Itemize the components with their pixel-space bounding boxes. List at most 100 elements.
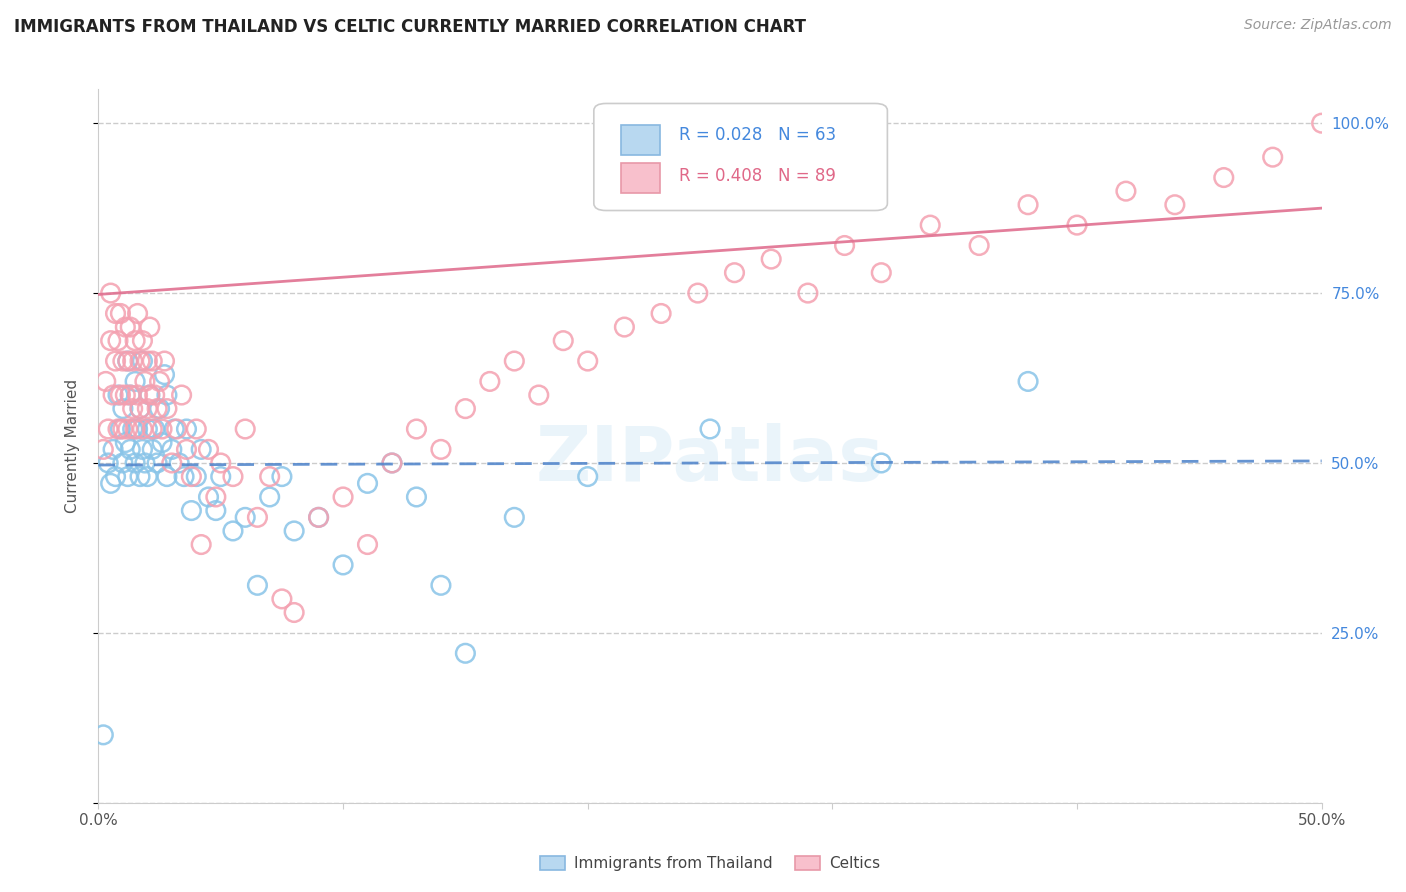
Point — [100, 286, 122, 301]
Point — [141, 422, 163, 436]
Point — [141, 354, 163, 368]
Point — [197, 490, 219, 504]
Text: Source: ZipAtlas.com: Source: ZipAtlas.com — [1244, 18, 1392, 32]
Point — [283, 606, 305, 620]
Point — [107, 388, 129, 402]
Point — [576, 354, 599, 368]
Point — [205, 490, 228, 504]
Point — [117, 469, 139, 483]
Point — [117, 354, 139, 368]
Point — [107, 334, 129, 348]
Point — [967, 238, 990, 252]
Point — [127, 306, 149, 320]
Point — [114, 320, 136, 334]
Point — [920, 218, 942, 232]
Point — [94, 375, 117, 389]
Point — [381, 456, 404, 470]
Point — [650, 306, 672, 320]
Point — [170, 388, 193, 402]
Point — [186, 422, 208, 436]
Point — [356, 476, 378, 491]
Point — [141, 442, 163, 457]
Point — [699, 422, 721, 436]
Point — [139, 320, 162, 334]
Point — [150, 422, 173, 436]
Point — [576, 469, 599, 483]
Point — [270, 591, 294, 606]
Point — [283, 524, 305, 538]
Point — [1017, 375, 1039, 389]
Point — [1115, 184, 1137, 198]
Point — [97, 422, 120, 436]
Point — [1261, 150, 1284, 164]
Point — [381, 456, 404, 470]
Point — [163, 422, 186, 436]
Point — [173, 469, 195, 483]
Text: ZIPatlas: ZIPatlas — [536, 424, 884, 497]
Point — [124, 375, 146, 389]
Point — [153, 368, 176, 382]
Point — [308, 510, 330, 524]
Point — [160, 442, 183, 457]
Point — [246, 510, 269, 524]
Point — [153, 354, 176, 368]
Point — [1017, 198, 1039, 212]
Point — [259, 469, 281, 483]
Point — [1066, 218, 1088, 232]
Point — [356, 537, 378, 551]
Point — [553, 334, 575, 348]
Point — [111, 354, 134, 368]
Point — [259, 490, 281, 504]
Point — [97, 456, 120, 470]
Point — [503, 510, 526, 524]
Point — [120, 442, 142, 457]
Point — [124, 334, 146, 348]
Point — [143, 388, 166, 402]
Point — [160, 456, 183, 470]
Point — [110, 422, 132, 436]
Point — [121, 422, 143, 436]
Point — [527, 388, 550, 402]
Point — [111, 401, 134, 416]
Point — [117, 354, 139, 368]
Point — [176, 422, 198, 436]
Point — [503, 354, 526, 368]
Point — [150, 435, 173, 450]
Point — [1164, 198, 1187, 212]
Point — [139, 388, 162, 402]
Point — [91, 728, 114, 742]
Point — [180, 469, 202, 483]
Point — [222, 469, 245, 483]
Point — [156, 469, 179, 483]
Point — [136, 422, 159, 436]
Point — [100, 476, 122, 491]
Point — [146, 456, 169, 470]
Point — [405, 490, 427, 504]
Point — [686, 286, 709, 301]
Point — [478, 375, 501, 389]
Point — [156, 401, 179, 416]
Point — [308, 510, 330, 524]
Point — [100, 334, 122, 348]
Y-axis label: Currently Married: Currently Married — [65, 379, 80, 513]
Point — [209, 469, 232, 483]
Point — [1212, 170, 1234, 185]
Point — [139, 388, 162, 402]
Point — [129, 401, 152, 416]
FancyBboxPatch shape — [593, 103, 887, 211]
Point — [101, 388, 124, 402]
Point — [332, 490, 354, 504]
Point — [107, 422, 129, 436]
Point — [167, 456, 190, 470]
Point — [111, 422, 134, 436]
Point — [104, 354, 127, 368]
Point — [114, 435, 136, 450]
Point — [870, 266, 893, 280]
Point — [197, 442, 219, 457]
Point — [121, 401, 143, 416]
Point — [405, 422, 427, 436]
Point — [124, 422, 146, 436]
Point — [180, 503, 202, 517]
Point — [246, 578, 269, 592]
Point — [233, 422, 256, 436]
